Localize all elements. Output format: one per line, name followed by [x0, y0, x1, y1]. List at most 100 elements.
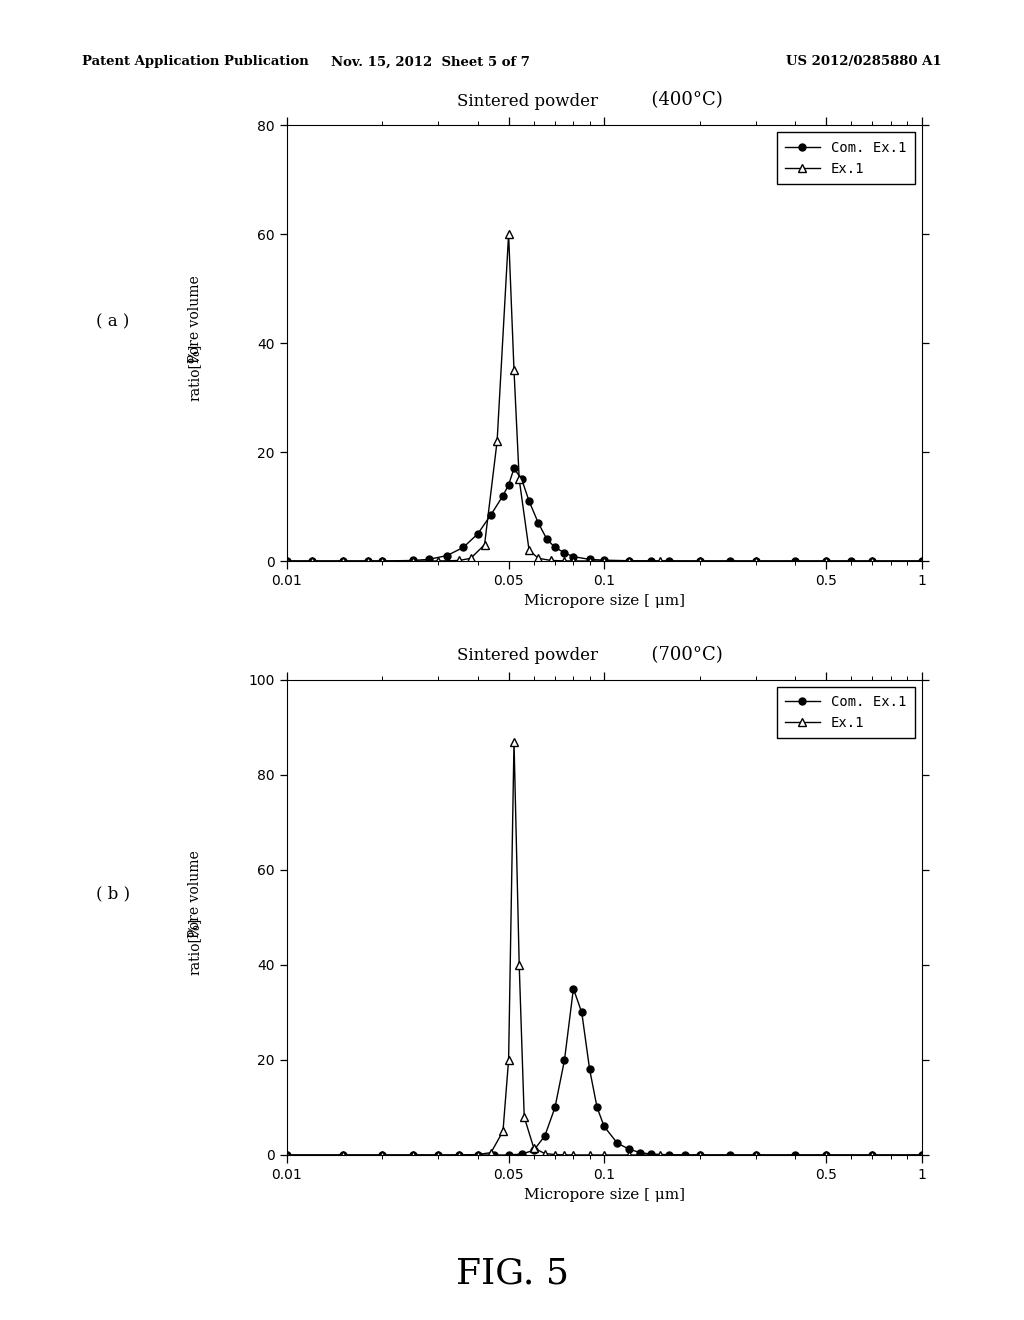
- Ex.1: [484, 1144, 497, 1160]
- Text: Sintered powder: Sintered powder: [458, 92, 598, 110]
- Ex.1: [545, 553, 557, 569]
- Ex.1: [567, 1147, 580, 1163]
- Ex.1: [337, 1147, 349, 1163]
- Com. Ex.1: [693, 553, 706, 569]
- Ex.1: [584, 553, 596, 569]
- Com. Ex.1: [558, 1052, 570, 1068]
- Com. Ex.1: [376, 553, 388, 569]
- Ex.1: [503, 227, 515, 243]
- Text: FIG. 5: FIG. 5: [456, 1257, 568, 1291]
- Com. Ex.1: [750, 1147, 762, 1163]
- Ex.1: [508, 363, 520, 379]
- Com. Ex.1: [598, 552, 610, 568]
- Ex.1: [866, 1147, 879, 1163]
- Ex.1: [820, 1147, 833, 1163]
- Ex.1: [513, 471, 525, 487]
- Com. Ex.1: [611, 1135, 624, 1151]
- Text: Nov. 15, 2012  Sheet 5 of 7: Nov. 15, 2012 Sheet 5 of 7: [331, 55, 529, 69]
- X-axis label: Micropore size [ μm]: Micropore size [ μm]: [523, 1188, 685, 1201]
- Com. Ex.1: [337, 1147, 349, 1163]
- Ex.1: [497, 1123, 509, 1139]
- Com. Ex.1: [584, 1061, 596, 1077]
- Com. Ex.1: [281, 553, 293, 569]
- Ex.1: [584, 1147, 596, 1163]
- Com. Ex.1: [644, 1146, 656, 1162]
- Ex.1: [654, 553, 667, 569]
- Text: (700°C): (700°C): [640, 645, 723, 664]
- Com. Ex.1: [503, 1147, 515, 1163]
- Line: Ex.1: Ex.1: [283, 738, 926, 1159]
- Com. Ex.1: [281, 1147, 293, 1163]
- Com. Ex.1: [407, 553, 419, 569]
- Ex.1: [598, 553, 610, 569]
- Com. Ex.1: [516, 471, 528, 487]
- Com. Ex.1: [584, 552, 596, 568]
- Com. Ex.1: [503, 477, 515, 492]
- Text: Patent Application Publication: Patent Application Publication: [82, 55, 308, 69]
- Ex.1: [503, 1052, 515, 1068]
- Com. Ex.1: [679, 1147, 691, 1163]
- Com. Ex.1: [866, 1147, 879, 1163]
- Com. Ex.1: [361, 553, 374, 569]
- Ex.1: [454, 1147, 466, 1163]
- Com. Ex.1: [567, 981, 580, 997]
- Ex.1: [693, 1147, 706, 1163]
- Com. Ex.1: [487, 1147, 500, 1163]
- Ex.1: [624, 553, 636, 569]
- Com. Ex.1: [527, 1142, 540, 1158]
- Ex.1: [866, 553, 879, 569]
- Line: Ex.1: Ex.1: [283, 230, 926, 565]
- Com. Ex.1: [820, 553, 833, 569]
- Com. Ex.1: [539, 1129, 551, 1144]
- Ex.1: [750, 1147, 762, 1163]
- Ex.1: [549, 1147, 561, 1163]
- Ex.1: [820, 553, 833, 569]
- Com. Ex.1: [407, 1147, 419, 1163]
- Line: Com. Ex.1: Com. Ex.1: [284, 465, 925, 565]
- X-axis label: Micropore size [ μm]: Micropore size [ μm]: [523, 594, 685, 607]
- Com. Ex.1: [724, 553, 736, 569]
- Ex.1: [693, 553, 706, 569]
- Com. Ex.1: [644, 553, 656, 569]
- Com. Ex.1: [750, 553, 762, 569]
- Ex.1: [567, 553, 580, 569]
- Com. Ex.1: [454, 1147, 466, 1163]
- Ex.1: [558, 1147, 570, 1163]
- Ex.1: [281, 1147, 293, 1163]
- Com. Ex.1: [508, 461, 520, 477]
- Line: Com. Ex.1: Com. Ex.1: [284, 985, 925, 1159]
- Com. Ex.1: [441, 548, 454, 564]
- Ex.1: [513, 957, 525, 973]
- Ex.1: [558, 553, 570, 569]
- Text: Pore volume: Pore volume: [187, 276, 202, 363]
- Com. Ex.1: [693, 1147, 706, 1163]
- Text: ( a ): ( a ): [96, 313, 129, 330]
- Com. Ex.1: [915, 553, 928, 569]
- Com. Ex.1: [624, 553, 636, 569]
- Text: US 2012/0285880 A1: US 2012/0285880 A1: [786, 55, 942, 69]
- Com. Ex.1: [532, 515, 545, 531]
- Ex.1: [598, 1147, 610, 1163]
- Com. Ex.1: [516, 1146, 528, 1162]
- Com. Ex.1: [497, 488, 509, 504]
- Ex.1: [376, 553, 388, 569]
- Ex.1: [432, 1147, 444, 1163]
- Ex.1: [407, 1147, 419, 1163]
- Ex.1: [508, 734, 520, 750]
- Com. Ex.1: [541, 532, 553, 548]
- Com. Ex.1: [558, 545, 570, 561]
- Ex.1: [465, 550, 477, 566]
- Ex.1: [407, 553, 419, 569]
- Com. Ex.1: [432, 1147, 444, 1163]
- Com. Ex.1: [663, 1147, 675, 1163]
- Ex.1: [624, 1147, 636, 1163]
- Com. Ex.1: [790, 1147, 802, 1163]
- Com. Ex.1: [575, 1005, 588, 1020]
- Text: ( b ): ( b ): [95, 886, 130, 902]
- Ex.1: [750, 553, 762, 569]
- Com. Ex.1: [549, 1100, 561, 1115]
- Com. Ex.1: [472, 525, 484, 541]
- Com. Ex.1: [790, 553, 802, 569]
- Com. Ex.1: [866, 553, 879, 569]
- Com. Ex.1: [472, 1147, 484, 1163]
